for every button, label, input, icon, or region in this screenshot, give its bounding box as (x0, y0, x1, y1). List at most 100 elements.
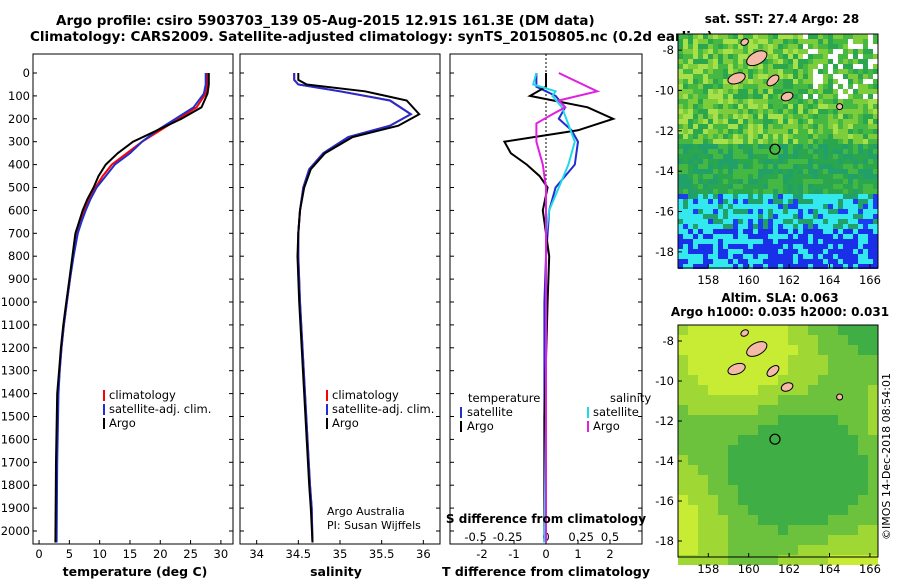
map-cell (783, 149, 788, 154)
map-cell (718, 535, 728, 545)
map-cell (728, 144, 733, 149)
map-cell (743, 69, 748, 74)
map-cell (823, 139, 828, 144)
map-cell (698, 445, 708, 455)
map-cell (838, 204, 843, 209)
map-cell (793, 49, 798, 54)
map-cell (773, 154, 778, 159)
island-shape (727, 72, 746, 85)
map-cell (803, 39, 808, 44)
map-cell (778, 209, 783, 214)
map-cell (848, 264, 853, 269)
map-cell (778, 194, 783, 199)
map-cell (688, 229, 693, 234)
map-cell (708, 179, 713, 184)
map-cell (733, 214, 738, 219)
map-cell (753, 89, 758, 94)
map-cell (828, 149, 833, 154)
map-cell (838, 214, 843, 219)
map-cell (853, 129, 858, 134)
x-tick-label: 166 (859, 273, 881, 287)
map-cell (833, 79, 838, 84)
map-cell (808, 134, 813, 139)
map-cell (768, 119, 773, 124)
map-cell (843, 234, 848, 239)
map-cell (788, 39, 793, 44)
map-cell (808, 545, 818, 555)
map-cell (788, 239, 793, 244)
map-cell (798, 79, 803, 84)
map-cell (743, 119, 748, 124)
map-cell (718, 405, 728, 415)
map-cell (728, 44, 733, 49)
map-cell (868, 545, 878, 555)
map-cell (768, 129, 773, 134)
map-cell (808, 264, 813, 269)
map-cell (703, 234, 708, 239)
map-cell (843, 179, 848, 184)
map-cell (853, 64, 858, 69)
map-cell (838, 259, 843, 264)
map-cell (823, 189, 828, 194)
map-cell (698, 69, 703, 74)
map-cell (718, 244, 723, 249)
map-cell (723, 59, 728, 64)
island-shape (740, 329, 749, 337)
map-cell (693, 249, 698, 254)
map-cell (713, 39, 718, 44)
map-cell (798, 44, 803, 49)
map-cell (813, 214, 818, 219)
map-cell (683, 174, 688, 179)
map-cell (758, 465, 768, 475)
map-cell (738, 435, 748, 445)
map-cell (758, 159, 763, 164)
map-cell (868, 234, 873, 239)
map-cell (698, 189, 703, 194)
map-cell (853, 94, 858, 99)
map-cell (728, 69, 733, 74)
map-cell (738, 104, 743, 109)
map-cell (863, 264, 868, 269)
map-cell (868, 485, 878, 495)
map-cell (738, 159, 743, 164)
map-cell (808, 385, 818, 395)
map-cell (718, 229, 723, 234)
map-cell (678, 455, 688, 465)
map-cell (838, 365, 848, 375)
map-cell (868, 109, 873, 114)
map-cell (803, 249, 808, 254)
map-cell (858, 234, 863, 239)
map-cell (808, 104, 813, 109)
map-cell (843, 94, 848, 99)
map-cell (773, 114, 778, 119)
map-cell (858, 335, 868, 345)
map-cell (688, 174, 693, 179)
map-cell (753, 249, 758, 254)
map-cell (733, 184, 738, 189)
map-cell (783, 44, 788, 49)
map-cell (833, 214, 838, 219)
x-tick-label: 35 (333, 547, 348, 561)
y-tick-label: 1500 (1, 410, 30, 424)
map-cell (683, 104, 688, 109)
map-cell (723, 234, 728, 239)
map-cell (718, 505, 728, 515)
map-cell (798, 174, 803, 179)
map-cell (823, 164, 828, 169)
map-cell (773, 69, 778, 74)
map-cell (678, 144, 683, 149)
map-cell (838, 209, 843, 214)
map-cell (743, 159, 748, 164)
map-cell (718, 485, 728, 495)
map-cell (818, 189, 823, 194)
map-cell (823, 214, 828, 219)
map-cell (873, 89, 878, 94)
map-cell (808, 194, 813, 199)
map-cell (728, 515, 738, 525)
map-cell (758, 395, 768, 405)
map-cell (693, 199, 698, 204)
map-cell (758, 455, 768, 465)
map-cell (798, 154, 803, 159)
map-cell (803, 224, 808, 229)
map-cell (728, 159, 733, 164)
